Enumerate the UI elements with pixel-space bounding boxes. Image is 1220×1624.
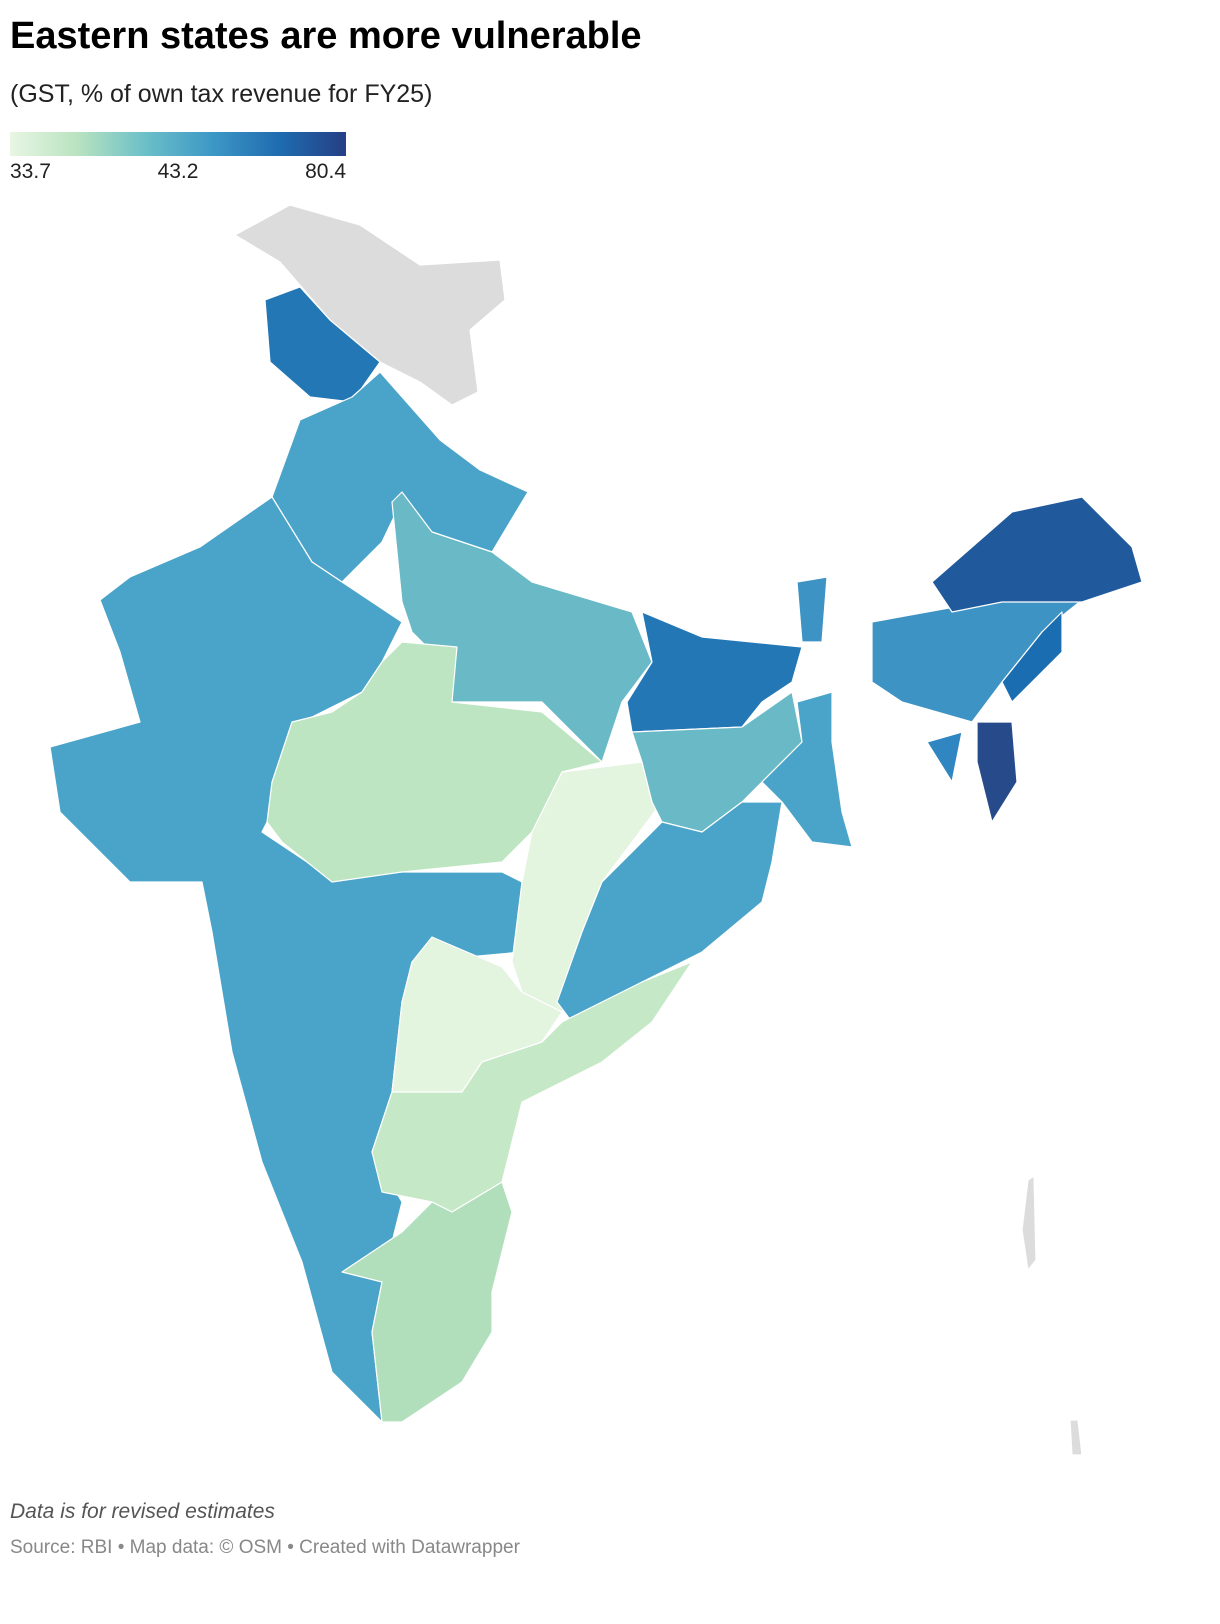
region	[796, 576, 828, 643]
region	[976, 721, 1018, 823]
title: Eastern states are more vulnerable	[10, 15, 642, 57]
region	[1001, 611, 1063, 703]
region	[556, 801, 783, 1023]
region	[391, 491, 653, 763]
subtitle: (GST, % of own tax revenue for FY25)	[10, 80, 432, 108]
note: Data is for revised estimates	[10, 1500, 275, 1523]
legend-bar	[10, 132, 346, 156]
region	[926, 731, 963, 783]
region	[761, 691, 853, 848]
region	[264, 286, 381, 403]
source: Source: RBI • Map data: © OSM • Created …	[10, 1537, 521, 1558]
region	[1021, 1175, 1037, 1271]
region	[626, 611, 803, 733]
map	[49, 204, 1143, 1456]
legend-tick-label: 33.7	[10, 160, 51, 183]
region	[266, 641, 603, 883]
legend-tick-label: 80.4	[305, 160, 346, 183]
legend-tick-label: 43.2	[158, 160, 199, 183]
region	[1069, 1419, 1083, 1456]
region	[341, 1181, 513, 1423]
region	[931, 496, 1143, 613]
